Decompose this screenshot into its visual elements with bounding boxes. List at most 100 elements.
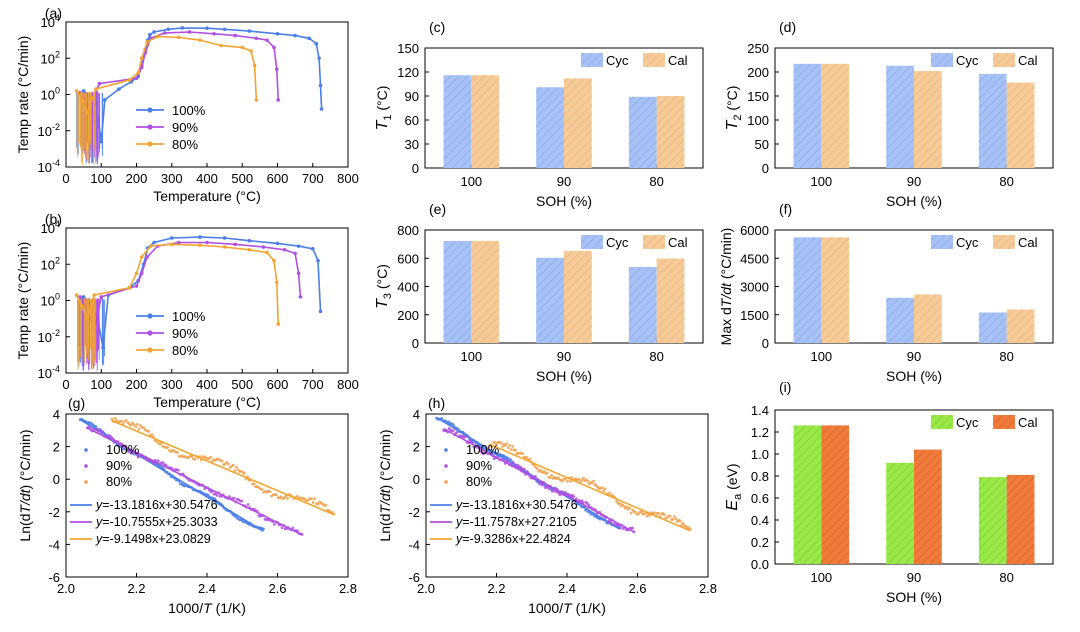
x-tick-label: 600 bbox=[267, 171, 289, 186]
x-tick-label: 80 bbox=[649, 349, 663, 364]
data-point bbox=[156, 459, 160, 463]
bar-cal bbox=[564, 250, 592, 343]
series-point bbox=[198, 235, 202, 239]
y-tick-label: 150 bbox=[747, 89, 769, 104]
legend-swatch bbox=[993, 53, 1015, 67]
legend-label: 90% bbox=[466, 458, 492, 473]
y-tick-label: 1.4 bbox=[751, 403, 769, 418]
legend-swatch bbox=[581, 53, 603, 67]
data-point bbox=[134, 425, 138, 429]
y-tick-label: 10-4 bbox=[38, 364, 60, 381]
data-point bbox=[166, 446, 170, 449]
x-tick-label: 2.6 bbox=[628, 581, 646, 596]
data-point bbox=[678, 519, 682, 523]
legend-marker bbox=[147, 347, 153, 353]
legend-label: Cyc bbox=[956, 53, 979, 68]
data-point bbox=[316, 502, 320, 506]
y-tick-label: 60 bbox=[405, 113, 419, 128]
panel-label: (e) bbox=[429, 201, 446, 217]
series-point bbox=[212, 31, 216, 36]
data-point bbox=[469, 439, 473, 443]
y-tick-label: 250 bbox=[747, 41, 769, 56]
y-tick-label: 90 bbox=[405, 89, 419, 104]
series-point bbox=[148, 244, 153, 248]
series-point bbox=[177, 35, 181, 40]
series-point bbox=[319, 107, 324, 111]
bar-cyc bbox=[886, 65, 914, 168]
y-tick-label: 0 bbox=[762, 336, 769, 351]
series-point bbox=[298, 295, 303, 299]
data-point bbox=[240, 499, 244, 503]
bar-cal bbox=[821, 237, 850, 343]
y-tick-label: 10-2 bbox=[38, 328, 60, 345]
bar-cal bbox=[471, 241, 500, 343]
series-point bbox=[276, 98, 281, 102]
legend-label: Cyc bbox=[956, 415, 979, 430]
legend-label: 90% bbox=[172, 326, 198, 341]
bar-cal bbox=[471, 75, 500, 168]
data-point bbox=[120, 419, 123, 423]
x-tick-label: 300 bbox=[161, 377, 183, 392]
fit-equation: y=-9.3286x+22.4824 bbox=[455, 532, 571, 546]
panel-label: (b) bbox=[45, 211, 62, 227]
data-point bbox=[582, 476, 585, 480]
x-tick-label: 90 bbox=[557, 174, 571, 189]
series-point bbox=[169, 242, 174, 247]
legend-marker bbox=[147, 313, 153, 319]
x-tick-label: 200 bbox=[126, 377, 148, 392]
x-tick-label: 2.4 bbox=[198, 581, 216, 596]
series-point bbox=[249, 49, 253, 53]
data-point bbox=[193, 457, 197, 461]
y-tick-label: 400 bbox=[397, 280, 419, 295]
bar-cyc bbox=[793, 237, 822, 343]
x-axis-label: Temperature (°C) bbox=[153, 394, 261, 410]
x-axis-label: 1000/T (1/K) bbox=[528, 600, 606, 616]
x-tick-label: 500 bbox=[231, 377, 253, 392]
data-point bbox=[246, 503, 250, 506]
data-point bbox=[95, 428, 98, 431]
series-point bbox=[101, 345, 105, 350]
data-point bbox=[673, 515, 676, 518]
series-point bbox=[139, 65, 144, 70]
legend-label: 80% bbox=[172, 137, 198, 152]
series-point bbox=[222, 27, 227, 32]
bar-cal bbox=[656, 258, 685, 343]
data-point bbox=[525, 470, 529, 473]
series-point bbox=[169, 236, 174, 240]
series-point bbox=[80, 98, 84, 102]
data-point bbox=[313, 497, 317, 501]
bar-cyc bbox=[628, 267, 657, 343]
x-tick-label: 80 bbox=[999, 570, 1013, 585]
x-tick-label: 100 bbox=[90, 377, 112, 392]
y-tick-label: 104 bbox=[41, 219, 60, 236]
series-point bbox=[85, 316, 89, 321]
chart-b: 0 100 200 300 400 500 600 700 800 10-4 10-2 100 102 1… bbox=[15, 211, 359, 410]
data-point bbox=[228, 495, 231, 498]
data-point bbox=[310, 497, 313, 501]
data-point bbox=[233, 469, 237, 473]
panel-label: (d) bbox=[779, 19, 796, 35]
series-point bbox=[296, 271, 301, 276]
data-point bbox=[236, 468, 240, 472]
data-point bbox=[506, 446, 510, 450]
fit-line-80% bbox=[111, 419, 335, 516]
bar-cyc bbox=[628, 96, 657, 168]
series-point bbox=[293, 251, 297, 256]
y-tick-label: -4 bbox=[408, 537, 420, 552]
data-point bbox=[260, 488, 264, 491]
data-point bbox=[135, 422, 139, 426]
legend-swatch bbox=[931, 415, 953, 429]
bar-cal bbox=[564, 78, 592, 168]
legend-swatch bbox=[993, 235, 1015, 249]
series-point bbox=[276, 322, 281, 326]
y-axis-label: Max dT/dt (°C/min) bbox=[718, 228, 734, 346]
y-tick-label: 100 bbox=[41, 292, 60, 309]
series-point bbox=[254, 98, 259, 102]
x-tick-label: 100 bbox=[90, 171, 112, 186]
data-point bbox=[603, 487, 607, 491]
y-tick-label: 0.2 bbox=[751, 535, 769, 550]
x-tick-label: 2.2 bbox=[487, 581, 505, 596]
data-point bbox=[540, 483, 544, 487]
series-80% bbox=[488, 440, 692, 531]
legend-label: 100% bbox=[466, 442, 500, 457]
